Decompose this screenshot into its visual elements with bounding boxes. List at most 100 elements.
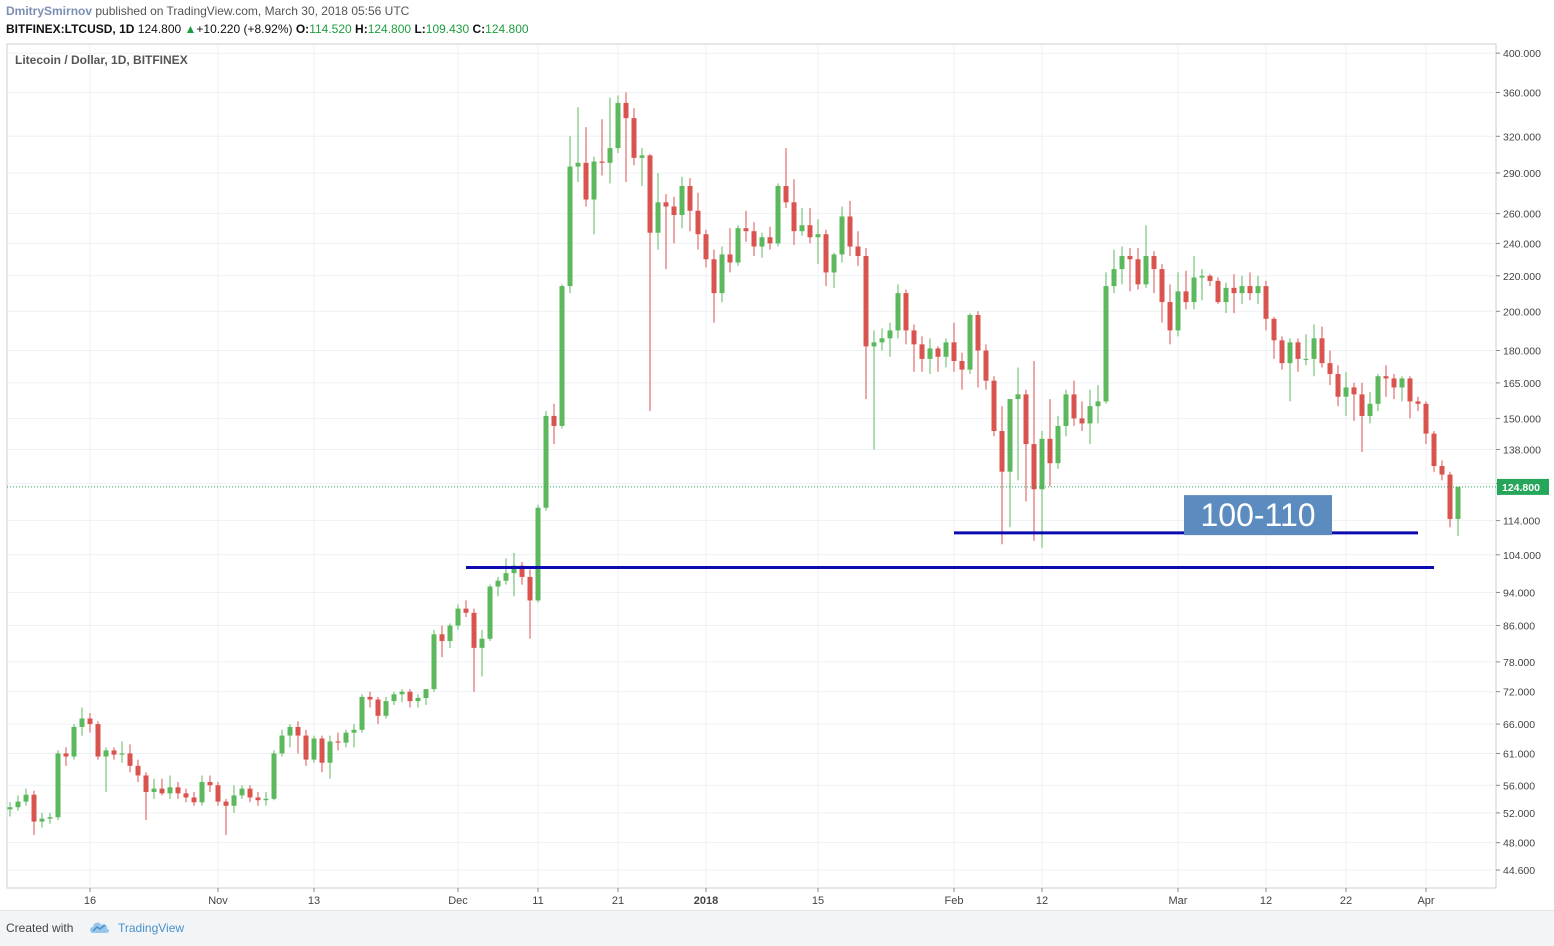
candle-body [279,735,285,754]
candle-body [447,625,453,642]
candle-body [711,259,717,294]
candle-body [927,348,933,359]
candle-body [1423,403,1429,434]
candle-body [359,696,365,730]
candle-body [199,781,205,803]
tradingview-cloud-icon[interactable] [88,919,110,935]
candle-body [1335,374,1341,397]
y-tick-label: 138.000 [1503,444,1541,456]
candle-body [919,344,925,359]
candle-body [831,254,837,273]
candle-body [1351,387,1357,395]
candle-body [1159,269,1165,303]
candle-body [687,186,693,211]
candle-body [23,794,29,802]
candle-body [543,415,549,508]
candle-body [1207,275,1213,281]
candle-body [1415,401,1421,404]
y-tick-label: 94.000 [1503,587,1535,599]
candle-body [1431,433,1437,467]
y-tick-label: 320.000 [1503,131,1541,143]
x-tick-label: 12 [1260,895,1272,907]
y-tick-label: 61.000 [1503,748,1535,760]
plot-area[interactable] [6,43,1497,889]
candle-body [1223,287,1229,303]
candle-body [967,315,973,370]
y-tick-label: 220.000 [1503,271,1541,283]
candle-body [935,348,941,357]
candle-body [615,102,621,149]
time-axis[interactable]: 16 Nov 13 Dec 11 21 2018 15 Feb 12 Mar 12 22 Apr [84,888,1435,907]
candle-body [511,565,517,574]
candle-body [335,741,341,743]
candle-body [751,231,757,247]
x-tick-label: 22 [1340,895,1352,907]
x-tick-label: 15 [812,895,824,907]
candle-body [439,634,445,642]
candle-body [679,186,685,216]
candle-body [791,202,797,232]
candle-body [1199,275,1205,278]
x-tick-label: Feb [945,895,964,907]
candle-body [575,162,581,167]
candle-body [247,788,253,798]
x-tick-label: 11 [532,895,543,907]
candle-body [287,726,293,736]
candle-body [1311,338,1317,359]
candle-body [327,741,333,763]
candle-body [7,807,13,810]
candle-body [1111,269,1117,287]
y-tick-label: 56.000 [1503,780,1535,792]
candle-body [207,781,213,786]
candle-body [71,726,77,757]
y-tick-label: 290.000 [1503,168,1541,180]
candle-body [1087,406,1093,424]
candle-body [959,361,965,370]
candle-body [735,228,741,263]
high-value: 124.800 [367,22,412,36]
candle-body [951,342,957,362]
y-tick-label: 180.000 [1503,346,1541,358]
x-tick-label: Nov [208,895,228,907]
candle-body [815,234,821,238]
candle-body [1183,291,1189,303]
candle-body [863,256,869,347]
candle-body [695,210,701,235]
candle-body [503,573,509,581]
close-value: 124.800 [485,22,529,36]
x-tick-label: 2018 [694,895,718,907]
y-tick-label: 86.000 [1503,621,1535,633]
candle-body [991,380,997,432]
candle-body [295,726,301,736]
candle-body [1135,259,1141,285]
candle-body [1167,302,1173,331]
candle-body [1343,387,1349,397]
candle-body [463,608,469,613]
candle-body [423,689,429,698]
candle-body [1151,256,1157,270]
candle-body [495,580,501,587]
candle-body [95,724,101,757]
candle-body [343,732,349,743]
candle-body [319,738,325,763]
candle-body [223,801,229,806]
candle-body [1007,399,1013,472]
candle-body [1015,394,1021,400]
tradingview-link[interactable]: TradingView [118,921,185,935]
candle-body [63,753,69,757]
candle-body [1399,378,1405,388]
candle-body [1231,287,1237,294]
candle-body [943,342,949,357]
price-axis[interactable]: 44.600 48.000 52.000 56.000 61.000 66.000 72.0… [1496,48,1549,877]
candle-body [303,735,309,760]
candle-body [1103,286,1109,402]
x-tick-label: Apr [1417,895,1434,907]
price-chart[interactable]: Litecoin / Dollar, 1D, BITFINEX 100-110 … [0,0,1554,910]
y-tick-label: 200.000 [1503,306,1541,318]
y-tick-label: 260.000 [1503,209,1541,221]
candle-body [1143,256,1149,285]
candle-body [895,293,901,331]
candle-body [391,694,397,702]
candle-body [1119,256,1125,270]
author-link[interactable]: DmitrySmirnov [6,4,93,18]
